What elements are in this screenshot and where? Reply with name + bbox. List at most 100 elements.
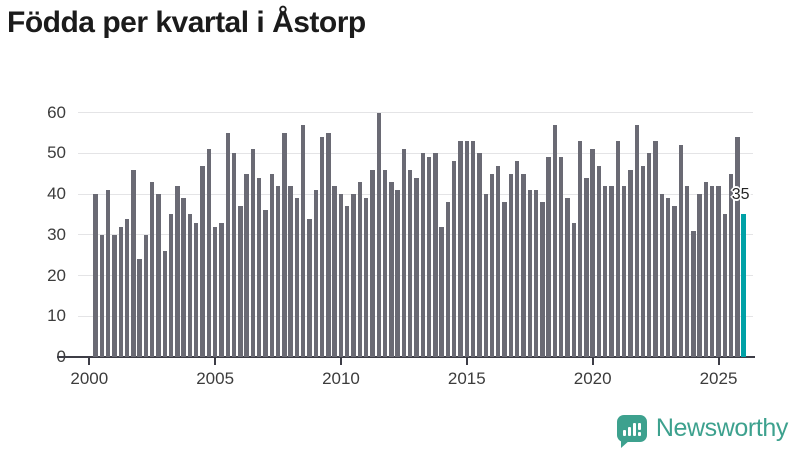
bar — [219, 222, 224, 357]
y-axis-tick-label: 20 — [47, 265, 66, 285]
x-axis-tick — [465, 358, 468, 365]
bar — [540, 202, 545, 357]
x-axis-tick-label: 2025 — [699, 369, 738, 388]
x-axis-tick — [339, 358, 342, 365]
bar — [483, 194, 488, 357]
bar — [703, 181, 709, 357]
bar — [728, 173, 734, 357]
bar — [672, 206, 677, 357]
bar — [288, 185, 293, 357]
logo-bar-icon — [622, 430, 626, 436]
bar — [363, 198, 369, 357]
bar — [640, 165, 646, 357]
x-axis-line — [57, 356, 755, 358]
bar — [187, 214, 193, 357]
bar — [238, 206, 243, 357]
x-axis-tick — [88, 358, 91, 365]
bar — [684, 185, 690, 357]
bar — [678, 145, 683, 357]
bar — [527, 189, 532, 357]
bar — [502, 202, 507, 357]
newsworthy-logo-text: Newsworthy — [655, 414, 789, 442]
bar — [301, 124, 306, 357]
bar — [181, 198, 186, 357]
gridline — [78, 152, 753, 154]
x-axis-tick-label: 2000 — [70, 369, 109, 388]
x-axis-tick-label: 2015 — [447, 369, 486, 388]
bar — [351, 194, 356, 357]
bar — [710, 185, 715, 357]
bar — [105, 189, 111, 357]
bar — [143, 234, 149, 357]
bar — [647, 153, 652, 357]
bar — [118, 226, 123, 357]
bar — [256, 177, 262, 357]
bar — [577, 141, 583, 357]
bar — [445, 202, 451, 357]
y-axis-tick-label: 10 — [47, 306, 66, 326]
y-axis-tick-label: 60 — [47, 102, 66, 122]
bar — [470, 141, 476, 357]
bar — [609, 185, 614, 357]
bar — [420, 153, 425, 357]
bar — [426, 157, 432, 357]
bar — [735, 137, 740, 357]
bar — [716, 185, 721, 357]
bar — [628, 169, 633, 357]
bar — [401, 149, 407, 357]
x-axis-tick — [591, 358, 594, 365]
bar — [653, 141, 658, 357]
bar — [389, 181, 394, 357]
newsworthy-bubble-chart-icon — [616, 415, 647, 448]
bar — [137, 259, 142, 357]
gridline — [78, 112, 753, 114]
x-axis-tick — [717, 358, 720, 365]
bar-highlighted — [741, 214, 746, 357]
bar — [691, 230, 696, 357]
bar — [345, 206, 350, 357]
bar — [477, 153, 482, 357]
logo-bar-icon — [627, 427, 631, 436]
bar — [414, 177, 419, 357]
bar — [194, 222, 199, 357]
bar — [326, 132, 331, 357]
logo-exclamation-icon — [637, 423, 641, 430]
newsworthy-logo: Newsworthy — [616, 414, 789, 448]
bar — [615, 141, 621, 357]
bar — [452, 161, 457, 357]
bar — [269, 173, 274, 357]
bar — [338, 194, 344, 357]
bar — [93, 194, 98, 357]
bar — [634, 124, 639, 357]
bar — [332, 185, 337, 357]
bar — [521, 173, 526, 357]
bar — [559, 157, 564, 357]
y-axis-tick-label: 50 — [47, 143, 66, 163]
bar — [319, 137, 325, 357]
bar — [565, 198, 570, 357]
bar — [357, 181, 363, 357]
bar — [131, 169, 136, 357]
bar — [206, 149, 212, 357]
bar — [150, 181, 155, 357]
bar — [212, 226, 218, 357]
bar — [552, 124, 558, 357]
bar — [156, 194, 161, 357]
bar — [533, 189, 539, 357]
highlight-value-label: 35 — [731, 186, 750, 204]
bar — [571, 222, 576, 357]
bar — [307, 218, 312, 357]
bar — [508, 173, 514, 357]
bar — [376, 112, 381, 357]
bar — [282, 132, 287, 357]
x-axis-tick-label: 2020 — [573, 369, 612, 388]
bar — [175, 185, 180, 357]
bar — [250, 149, 256, 357]
bar — [590, 149, 595, 357]
bar — [722, 214, 727, 357]
bar — [313, 189, 318, 357]
bar — [124, 218, 130, 357]
bar — [514, 161, 520, 357]
bar — [294, 198, 300, 357]
